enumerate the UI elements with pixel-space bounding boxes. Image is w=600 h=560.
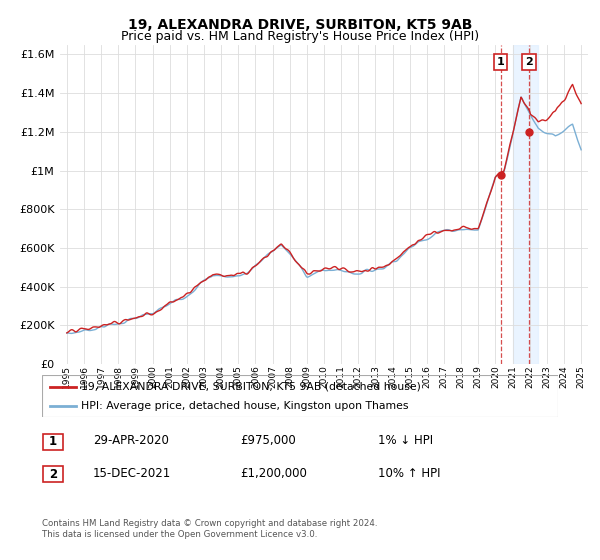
Text: 1: 1 <box>49 435 57 449</box>
Text: 15-DEC-2021: 15-DEC-2021 <box>93 466 171 480</box>
Text: 19, ALEXANDRA DRIVE, SURBITON, KT5 9AB (detached house): 19, ALEXANDRA DRIVE, SURBITON, KT5 9AB (… <box>80 381 421 391</box>
Text: Price paid vs. HM Land Registry's House Price Index (HPI): Price paid vs. HM Land Registry's House … <box>121 30 479 43</box>
Bar <box>512 45 538 364</box>
Text: 1% ↓ HPI: 1% ↓ HPI <box>378 434 433 447</box>
Text: Contains HM Land Registry data © Crown copyright and database right 2024.
This d: Contains HM Land Registry data © Crown c… <box>42 520 377 539</box>
Text: 2: 2 <box>525 57 533 67</box>
Text: 19, ALEXANDRA DRIVE, SURBITON, KT5 9AB: 19, ALEXANDRA DRIVE, SURBITON, KT5 9AB <box>128 18 472 32</box>
Text: HPI: Average price, detached house, Kingston upon Thames: HPI: Average price, detached house, King… <box>80 401 408 411</box>
Text: £1,200,000: £1,200,000 <box>240 466 307 480</box>
Text: £975,000: £975,000 <box>240 434 296 447</box>
Text: 10% ↑ HPI: 10% ↑ HPI <box>378 466 440 480</box>
Text: 2: 2 <box>49 468 57 481</box>
Text: 29-APR-2020: 29-APR-2020 <box>93 434 169 447</box>
Text: 1: 1 <box>497 57 505 67</box>
